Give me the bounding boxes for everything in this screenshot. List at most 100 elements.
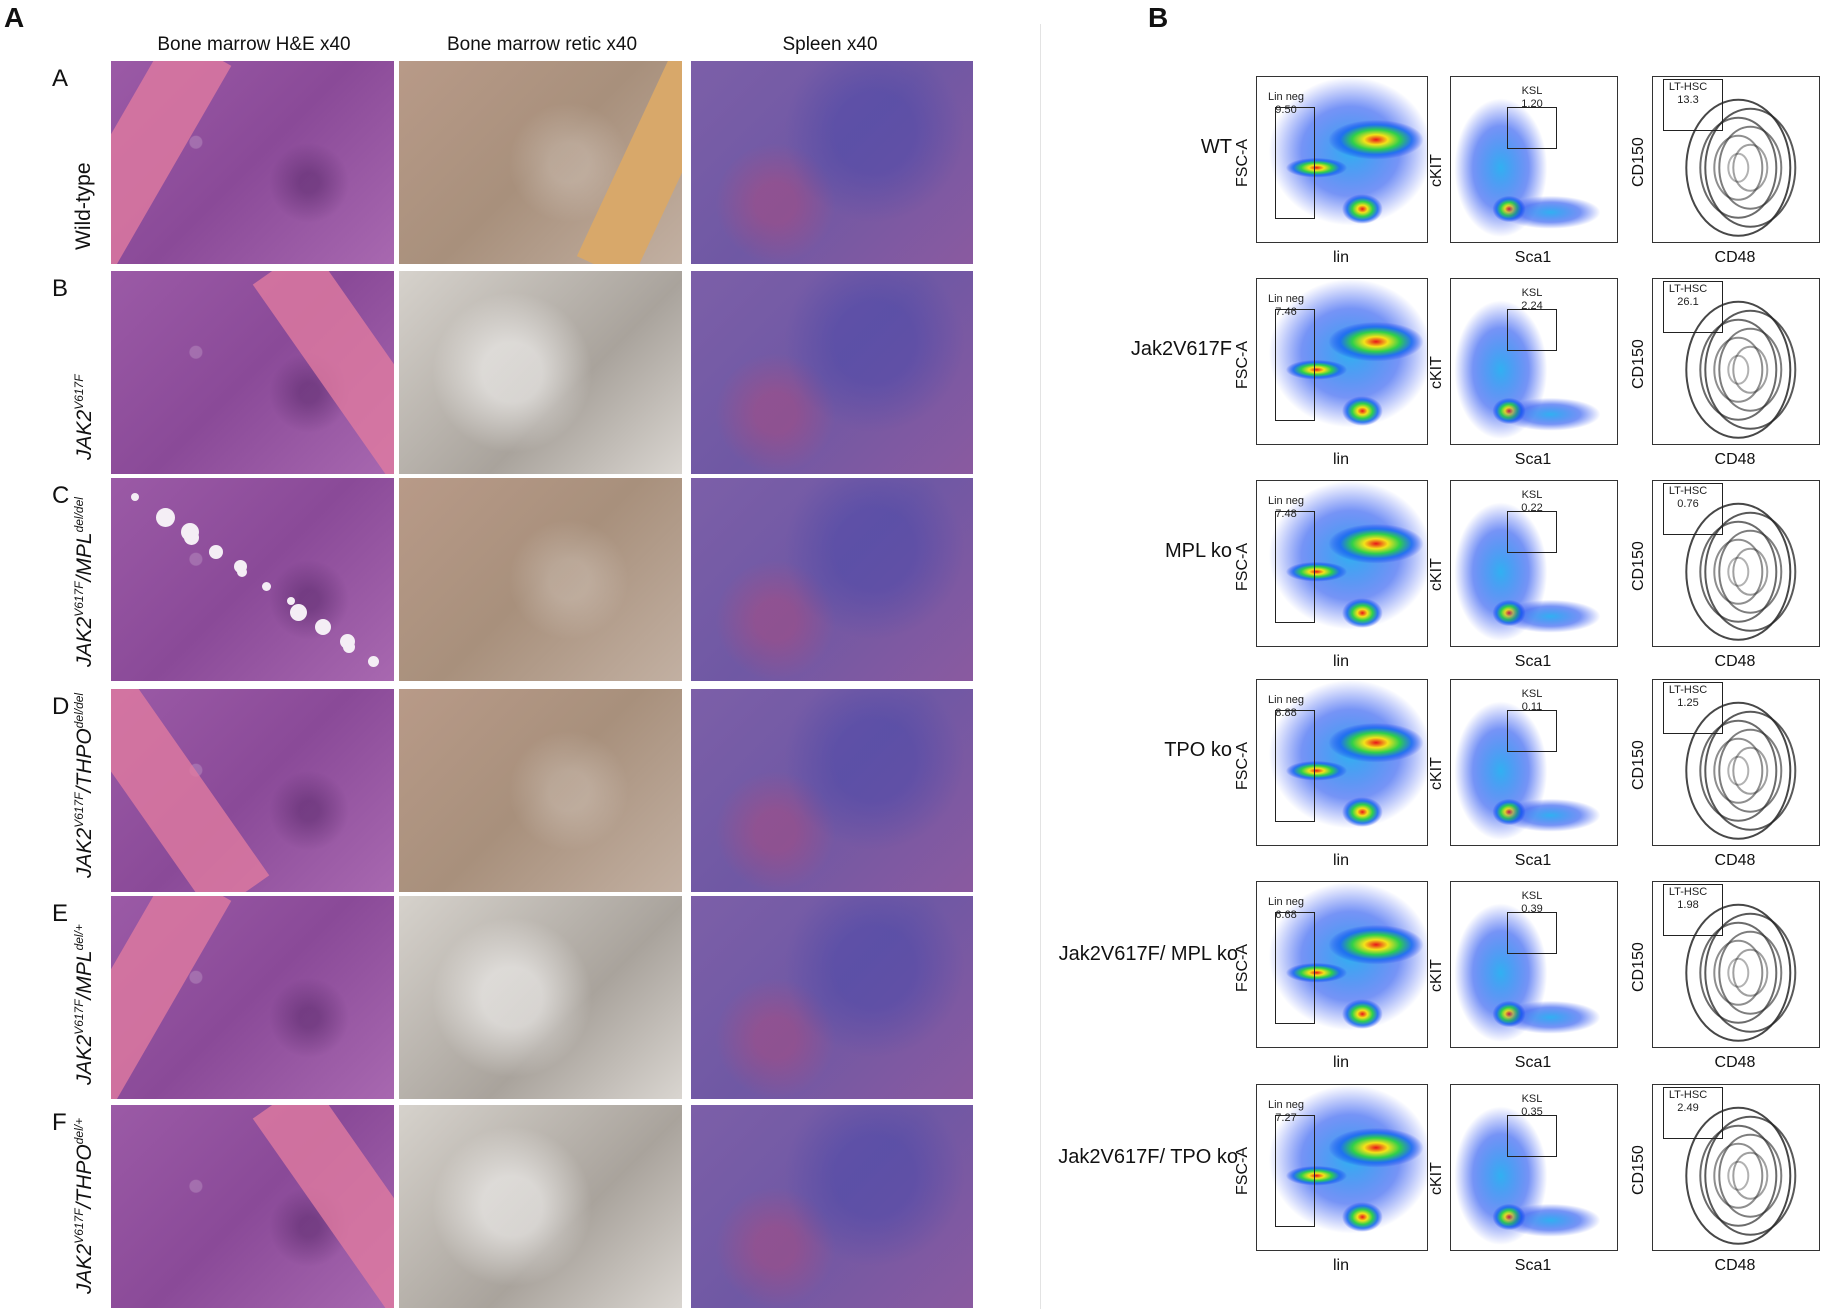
x-axis-label: lin <box>1332 249 1349 266</box>
gate-box <box>1275 107 1315 219</box>
x-axis-label: CD48 <box>1714 249 1756 266</box>
ksl-gate-label: KSL 0.22 <box>1521 489 1543 514</box>
y-axis-label: cKIT <box>1428 1161 1445 1195</box>
ksl-gate-label: KSL 0.39 <box>1521 890 1543 915</box>
panel-divider <box>1040 24 1041 1309</box>
ksl-gate-label: KSL 0.35 <box>1521 1093 1543 1118</box>
sca1-vs-ckit-plot: KSL 2.24 <box>1450 278 1618 445</box>
he-stain-image <box>111 689 394 892</box>
lin-vs-fsc-plot: Lin neg 8.88 <box>1256 679 1428 846</box>
y-axis-label: CD150 <box>1630 338 1647 389</box>
x-axis-label: Sca1 <box>1514 852 1552 869</box>
lin-vs-fsc-plot: Lin neg 9.50 <box>1256 76 1428 243</box>
gate-box <box>1507 309 1557 351</box>
y-axis-label: FSC-A <box>1234 741 1251 790</box>
lin-neg-gate-label: Lin neg 8.88 <box>1267 694 1305 719</box>
cd48-vs-cd150-plot: LT-HSC 26.1 <box>1652 278 1820 445</box>
gate-box <box>1275 1115 1315 1227</box>
lt-hsc-gate-label: LT-HSC 0.76 <box>1668 485 1708 510</box>
gate-box <box>1663 682 1723 734</box>
he-stain-image <box>111 478 394 681</box>
lin-vs-fsc-plot: Lin neg 7.48 <box>1256 480 1428 647</box>
column-header-retic: Bone marrow retic x40 <box>446 34 638 55</box>
cd48-vs-cd150-plot: LT-HSC 13.3 <box>1652 76 1820 243</box>
y-axis-label: cKIT <box>1428 355 1445 389</box>
row-letter: F <box>52 1109 67 1136</box>
lin-neg-gate-label: Lin neg 9.50 <box>1267 91 1305 116</box>
retic-stain-image <box>399 896 682 1099</box>
gate-box <box>1507 107 1557 149</box>
row-letter: E <box>52 900 69 927</box>
gate-box <box>1275 912 1315 1024</box>
x-axis-label: CD48 <box>1714 1054 1756 1071</box>
x-axis-label: Sca1 <box>1514 1054 1552 1071</box>
condition-label: Jak2V617F <box>1130 338 1232 360</box>
y-axis-label: FSC-A <box>1234 340 1251 389</box>
panel-a-letter: A <box>4 2 25 33</box>
y-axis-label: CD150 <box>1630 136 1647 187</box>
lt-hsc-gate-label: LT-HSC 1.25 <box>1668 684 1708 709</box>
retic-stain-image <box>399 1105 682 1308</box>
lt-hsc-gate-label: LT-HSC 1.98 <box>1668 886 1708 911</box>
he-stain-image <box>111 1105 394 1308</box>
row-genotype-label: JAK2V617F/THPOdel/del <box>72 692 96 878</box>
row-letter: B <box>52 275 69 302</box>
retic-stain-image <box>399 689 682 892</box>
gate-box <box>1507 1115 1557 1157</box>
row-genotype-label: JAK2V617F/THPOdel/+ <box>72 1117 96 1294</box>
x-axis-label: CD48 <box>1714 653 1756 670</box>
gate-box <box>1275 511 1315 623</box>
gate-box <box>1663 281 1723 333</box>
x-axis-label: Sca1 <box>1514 1257 1552 1274</box>
cd48-vs-cd150-plot: LT-HSC 0.76 <box>1652 480 1820 647</box>
retic-stain-image <box>399 61 682 264</box>
row-genotype-label: JAK2V617F/MPLdel/del <box>72 497 96 667</box>
y-axis-label: cKIT <box>1428 557 1445 591</box>
gate-box <box>1663 79 1723 131</box>
y-axis-label: FSC-A <box>1234 138 1251 187</box>
gate-box <box>1663 1087 1723 1139</box>
x-axis-label: lin <box>1332 1054 1349 1071</box>
y-axis-label: FSC-A <box>1234 943 1251 992</box>
sca1-vs-ckit-plot: KSL 0.22 <box>1450 480 1618 647</box>
row-genotype-label: JAK2V617F/MPLdel/+ <box>72 924 96 1085</box>
condition-label: Jak2V617F/ TPO ko <box>1058 1146 1238 1168</box>
lt-hsc-gate-label: LT-HSC 26.1 <box>1668 283 1708 308</box>
spleen-image <box>691 271 973 474</box>
x-axis-label: CD48 <box>1714 852 1756 869</box>
y-axis-label: CD150 <box>1630 941 1647 992</box>
he-stain-image <box>111 896 394 1099</box>
x-axis-label: Sca1 <box>1514 653 1552 670</box>
spleen-image <box>691 896 973 1099</box>
lin-neg-gate-label: Lin neg 6.68 <box>1267 896 1305 921</box>
column-header-spleen: Spleen x40 <box>782 34 878 55</box>
ksl-gate-label: KSL 0.11 <box>1521 688 1543 713</box>
y-axis-label: FSC-A <box>1234 1146 1251 1195</box>
retic-stain-image <box>399 478 682 681</box>
sca1-vs-ckit-plot: KSL 1.20 <box>1450 76 1618 243</box>
y-axis-label: cKIT <box>1428 958 1445 992</box>
row-genotype-label: Wild-type <box>72 162 95 250</box>
ksl-gate-label: KSL 1.20 <box>1521 85 1543 110</box>
x-axis-label: lin <box>1332 451 1349 468</box>
gate-box <box>1663 884 1723 936</box>
lin-neg-gate-label: Lin neg 7.27 <box>1267 1099 1305 1124</box>
x-axis-label: lin <box>1332 1257 1349 1274</box>
condition-label: Jak2V617F/ MPL ko <box>1058 943 1238 965</box>
y-axis-label: CD150 <box>1630 540 1647 591</box>
lt-hsc-gate-label: LT-HSC 13.3 <box>1668 81 1708 106</box>
y-axis-label: cKIT <box>1428 153 1445 187</box>
cd48-vs-cd150-plot: LT-HSC 1.98 <box>1652 881 1820 1048</box>
ksl-gate-label: KSL 2.24 <box>1521 287 1543 312</box>
sca1-vs-ckit-plot: KSL 0.39 <box>1450 881 1618 1048</box>
condition-label: TPO ko <box>1164 739 1232 761</box>
gate-box <box>1275 710 1315 822</box>
y-axis-label: FSC-A <box>1234 542 1251 591</box>
sca1-vs-ckit-plot: KSL 0.11 <box>1450 679 1618 846</box>
gate-box <box>1663 483 1723 535</box>
retic-stain-image <box>399 271 682 474</box>
x-axis-label: lin <box>1332 852 1349 869</box>
lin-vs-fsc-plot: Lin neg 7.27 <box>1256 1084 1428 1251</box>
cd48-vs-cd150-plot: LT-HSC 1.25 <box>1652 679 1820 846</box>
y-axis-label: CD150 <box>1630 1144 1647 1195</box>
